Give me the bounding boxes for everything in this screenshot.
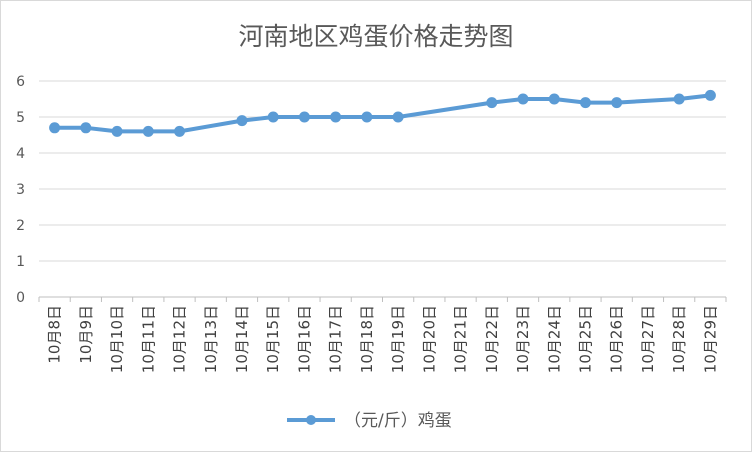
data-point [267,111,279,123]
data-point [517,93,529,105]
x-tick-label: 10月22日 [483,305,501,373]
x-tick-label: 10月15日 [264,305,282,373]
x-tick-label: 10月23日 [514,305,532,373]
x-tick-label: 10月20日 [420,305,438,373]
y-tick-label: 5 [16,110,25,126]
x-tick-label: 10月18日 [358,305,376,373]
data-point [579,97,591,109]
x-tick-label: 10月28日 [670,305,688,373]
x-tick-label: 10月19日 [389,305,407,373]
data-point [673,93,685,105]
data-point [611,97,623,109]
x-tick-label: 10月16日 [295,305,313,373]
x-tick-label: 10月26日 [608,305,626,373]
x-tick-label: 10月10日 [108,305,126,373]
legend-label: （元/斤）鸡蛋 [344,411,452,431]
gridlines [38,80,727,302]
x-tick-label: 10月17日 [327,305,345,373]
data-point [80,122,92,134]
x-tick-label: 10月11日 [139,305,157,373]
data-point [548,93,560,105]
y-tick-label: 1 [16,254,25,270]
data-point [111,125,123,137]
x-axis-tick-labels: 10月8日 10月9日 10月10日 10月11日 10月12日 10月13日 10月14日… [46,305,720,373]
data-point [392,111,404,123]
x-tick-label: 10月29日 [701,305,719,373]
data-point [174,125,186,137]
y-axis-tick-labels: 0 1 2 3 4 5 6 [16,74,25,306]
x-tick-label: 10月25日 [576,305,594,373]
series-layer [49,89,716,137]
x-tick-label: 10月12日 [171,305,189,373]
data-point [236,115,248,127]
data-point [486,97,498,109]
x-tick-label: 10月9日 [77,305,95,364]
x-tick-label: 10月24日 [545,305,563,373]
data-point [298,111,310,123]
x-tick-label: 10月13日 [202,305,220,373]
y-tick-label: 4 [16,146,25,162]
y-tick-label: 2 [16,218,25,234]
data-point [142,125,154,137]
legend: （元/斤）鸡蛋 [287,411,452,431]
data-point [704,89,716,101]
chart-title: 河南地区鸡蛋价格走势图 [238,22,513,51]
data-point [361,111,373,123]
x-tick-label: 10月8日 [46,305,64,364]
x-tick-label: 10月21日 [452,305,470,373]
x-tick-label: 10月14日 [233,305,251,373]
y-tick-label: 6 [16,74,25,90]
legend-marker [306,415,316,425]
data-point [330,111,342,123]
data-point [49,122,61,134]
x-tick-label: 10月27日 [639,305,657,373]
y-tick-label: 0 [16,290,25,306]
y-tick-label: 3 [16,182,25,198]
